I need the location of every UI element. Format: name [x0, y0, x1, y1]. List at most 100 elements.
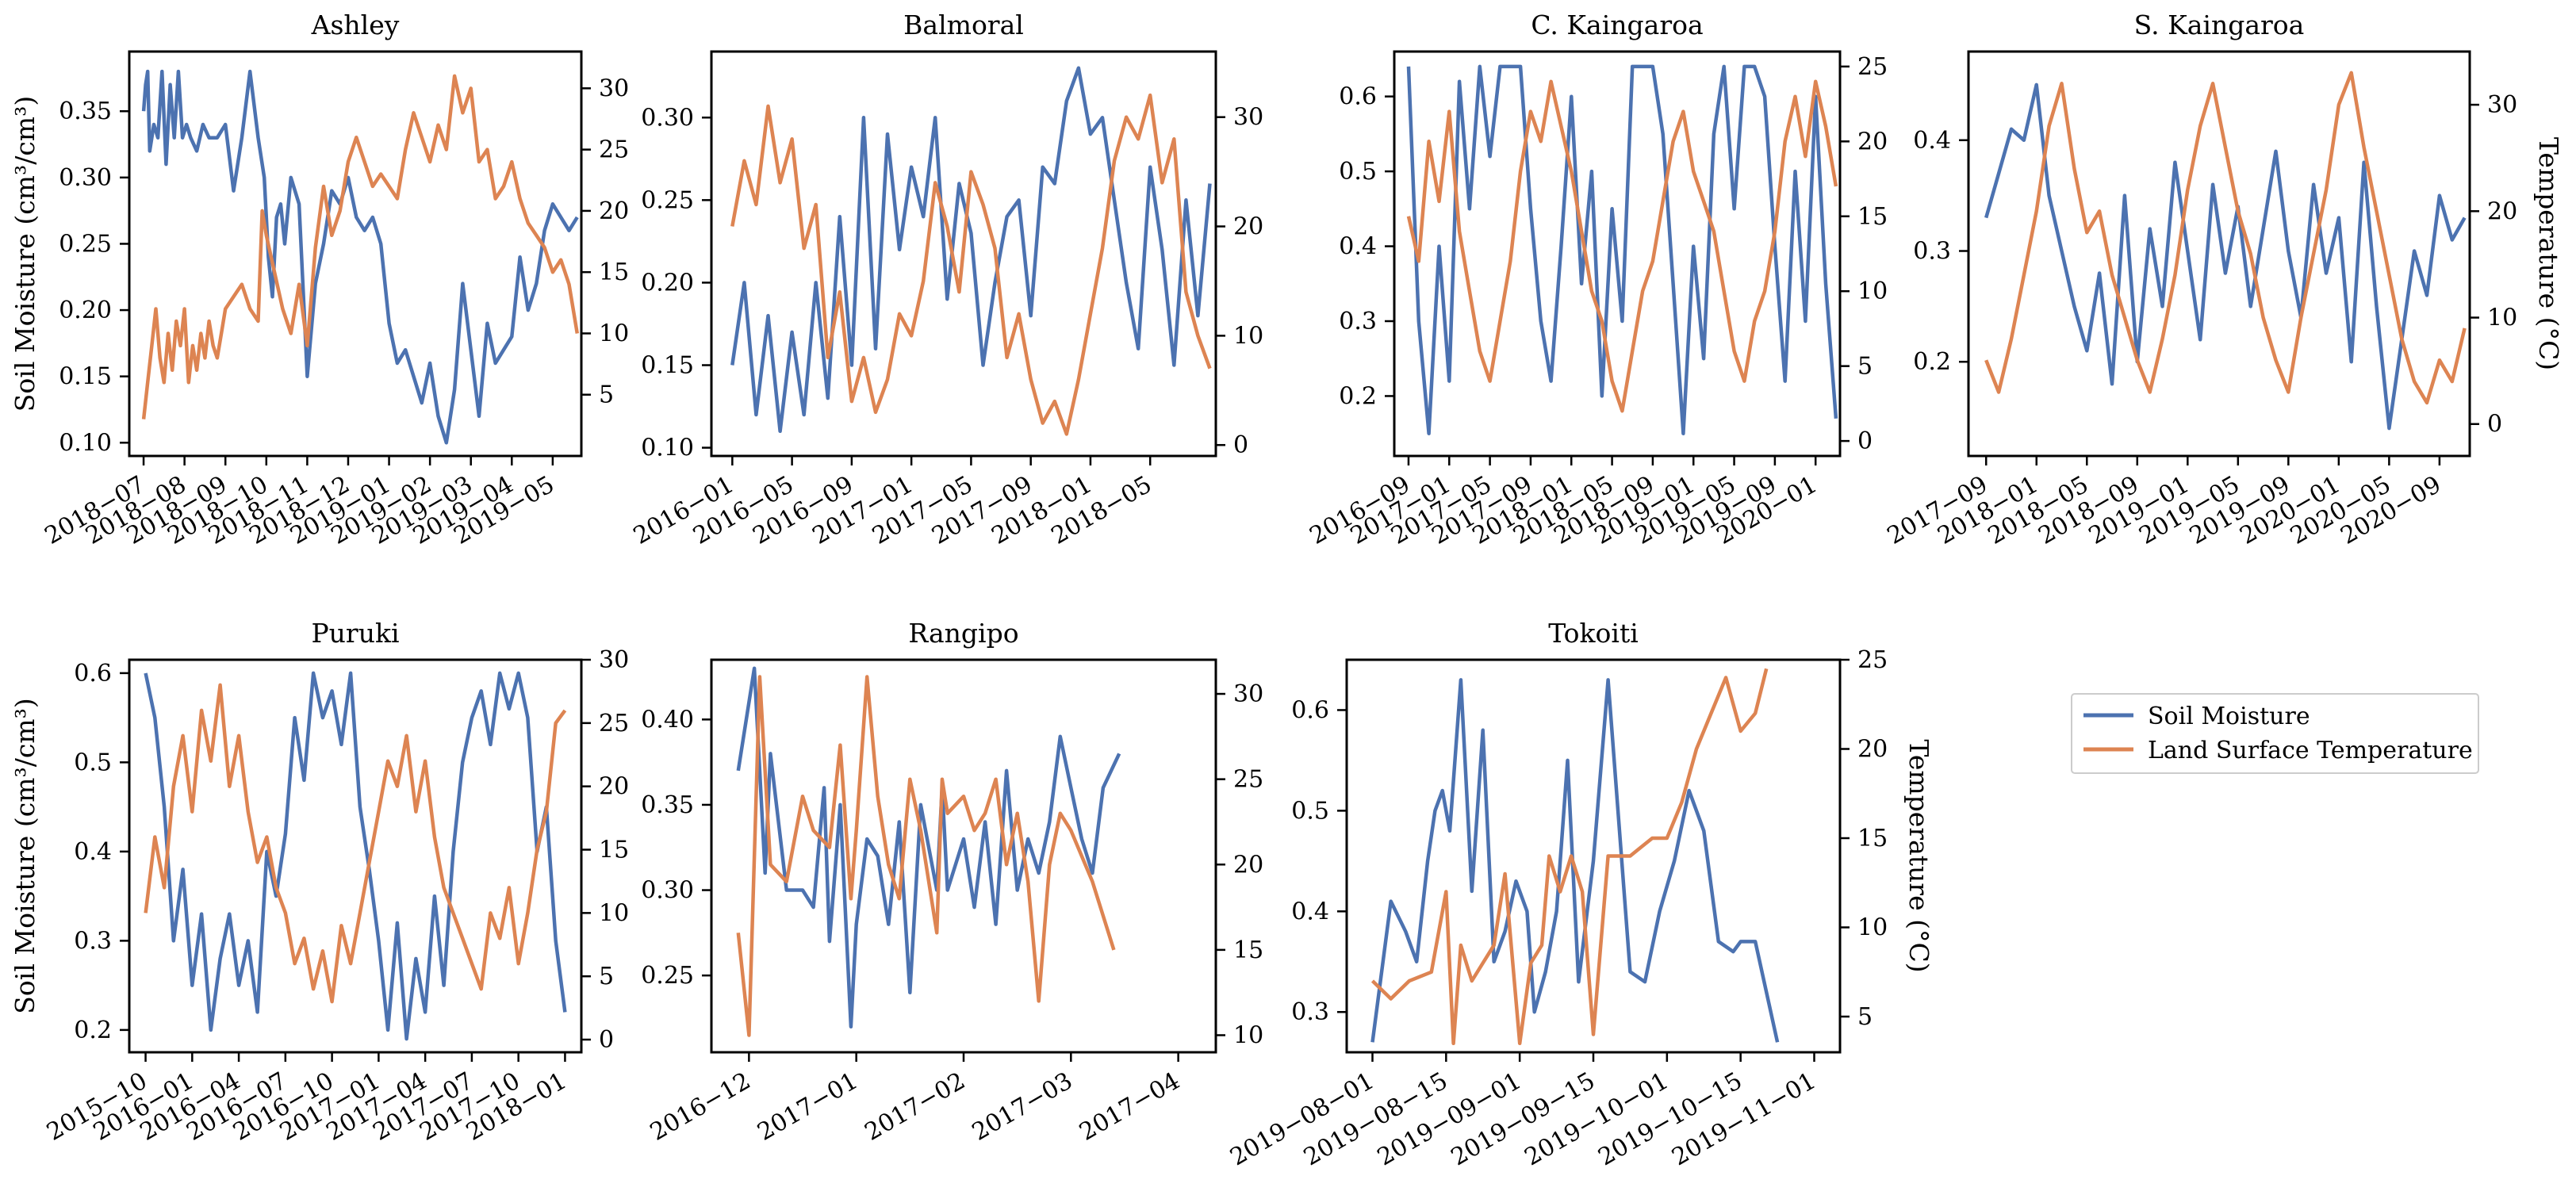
y-left-tick-label: 0.3	[1291, 998, 1329, 1026]
y-right-tick-label: 20	[1857, 128, 1888, 155]
y-right-tick-label: 10	[599, 899, 629, 927]
soil-moisture-line-2	[1406, 64, 1838, 435]
temperature-line-1	[730, 93, 1212, 436]
y-right-tick-label: 30	[599, 75, 629, 102]
y-left-tick-label: 0.4	[1913, 127, 1951, 155]
y-right-tick-label: 25	[1857, 53, 1888, 81]
y-left-tick-label: 0.4	[74, 838, 112, 866]
y-left-tick-label: 0.25	[641, 186, 694, 214]
y-left-tick-label: 0.10	[59, 429, 112, 457]
x-tick-label: 2016−12	[646, 1067, 755, 1147]
y-right-tick-label: 30	[2487, 91, 2517, 119]
temperature-line-2	[1406, 79, 1838, 413]
legend-temp-label: Land Surface Temperature	[2148, 737, 2473, 764]
temperature-line-5	[736, 675, 1116, 1037]
y-left-tick-label: 0.30	[641, 104, 694, 132]
chart-4: Puruki0.20.30.40.50.60510152025302015−10…	[10, 618, 629, 1147]
y-right-tick-label: 0	[1857, 427, 1873, 455]
y-right-axis-label: Temperature (°C)	[1903, 739, 1934, 972]
plot-frame	[1967, 50, 2471, 458]
y-right-tick-label: 30	[1233, 104, 1263, 132]
chart-title: C. Kaingaroa	[1531, 10, 1703, 40]
y-left-tick-label: 0.30	[641, 877, 694, 905]
plot-frame	[710, 658, 1217, 1054]
soil-moisture-line-5	[736, 666, 1121, 1028]
y-left-tick-label: 0.20	[641, 269, 694, 297]
soil-moisture-line-1	[730, 66, 1212, 434]
y-right-tick-label: 15	[1857, 203, 1888, 231]
soil-moisture-line-6	[1370, 678, 1780, 1043]
y-right-tick-label: 5	[599, 963, 614, 990]
y-left-tick-label: 0.35	[641, 791, 694, 819]
y-right-tick-label: 15	[599, 259, 629, 286]
temperature-line-3	[1984, 71, 2467, 405]
y-right-tick-label: 15	[1857, 825, 1888, 852]
x-tick-label: 2017−02	[861, 1067, 970, 1147]
chart-title: Balmoral	[903, 10, 1024, 40]
y-right-tick-label: 20	[599, 773, 629, 801]
y-right-tick-label: 20	[1233, 213, 1263, 241]
soil-moisture-line-3	[1984, 82, 2467, 431]
chart-3: S. Kaingaroa0.20.30.401020302017−092018−…	[1883, 10, 2564, 550]
temperature-line-4	[144, 683, 567, 1004]
y-right-tick-label: 10	[599, 320, 629, 347]
plot-frame	[128, 658, 583, 1054]
y-left-tick-label: 0.2	[1339, 382, 1377, 410]
y-left-tick-label: 0.4	[1339, 233, 1377, 261]
y-left-tick-label: 0.4	[1291, 898, 1329, 925]
chart-2: C. Kaingaroa0.20.30.40.50.60510152025201…	[1305, 10, 1888, 550]
chart-5: Rangipo 0.25 0.30 0.35 0.40 10 15 20 25 30 2016−12…	[641, 618, 1263, 1147]
chart-panels: Ashley0.100.150.200.250.300.355101520253…	[10, 10, 2564, 1171]
y-left-tick-label: 0.6	[1291, 696, 1329, 724]
y-left-axis-label: Soil Moisture (cm³/cm³)	[10, 96, 40, 412]
legend-soil-label: Soil Moisture	[2148, 703, 2310, 730]
x-tick-label: 2017−01	[753, 1067, 862, 1147]
y-right-tick-label: 25	[599, 136, 629, 164]
y-right-tick-label: 5	[599, 381, 614, 409]
y-left-tick-label: 0.20	[59, 297, 112, 324]
y-right-tick-label: 20	[2487, 197, 2517, 225]
y-right-tick-label: 0	[599, 1026, 614, 1054]
chart-title: Rangipo	[908, 618, 1018, 649]
y-left-tick-label: 0.6	[1339, 83, 1377, 111]
y-right-tick-label: 25	[1857, 646, 1888, 674]
y-right-tick-label: 10	[1233, 1021, 1263, 1049]
y-left-tick-label: 0.15	[641, 352, 694, 380]
y-left-tick-label: 0.2	[74, 1017, 112, 1044]
y-right-tick-label: 5	[1857, 353, 1873, 381]
chart-title: Puruki	[311, 618, 399, 649]
y-left-tick-label: 0.25	[641, 962, 694, 990]
y-right-tick-label: 10	[1857, 914, 1888, 942]
plot-frame	[128, 50, 583, 458]
y-right-tick-label: 30	[599, 646, 629, 674]
y-right-tick-label: 25	[1233, 766, 1263, 794]
y-left-tick-label: 0.5	[74, 749, 112, 776]
y-right-tick-label: 20	[1233, 851, 1263, 879]
y-right-tick-label: 20	[599, 197, 629, 225]
y-right-tick-label: 15	[1233, 936, 1263, 964]
y-left-tick-label: 0.35	[59, 98, 112, 125]
y-right-axis-label: Temperature (°C)	[2533, 137, 2564, 370]
chart-6: Tokoiti0.30.40.50.65101520252019−08−0120…	[1225, 618, 1934, 1171]
temperature-line-6	[1370, 668, 1769, 1046]
y-left-tick-label: 0.30	[59, 164, 112, 192]
y-right-tick-label: 15	[599, 837, 629, 864]
y-left-tick-label: 0.2	[1913, 348, 1951, 376]
y-right-tick-label: 0	[2487, 411, 2502, 439]
legend-frame	[2071, 693, 2479, 774]
x-tick-label: 2017−04	[1075, 1067, 1184, 1147]
y-right-tick-label: 10	[2487, 304, 2517, 332]
chart-title: Ashley	[311, 10, 400, 40]
chart-title: Tokoiti	[1548, 618, 1639, 649]
y-left-tick-label: 0.5	[1339, 158, 1377, 186]
y-left-tick-label: 0.15	[59, 363, 112, 391]
y-left-tick-label: 0.40	[641, 706, 694, 733]
chart-title: S. Kaingaroa	[2134, 10, 2305, 40]
y-right-tick-label: 10	[1857, 278, 1888, 305]
y-right-tick-label: 10	[1233, 322, 1263, 350]
y-right-tick-label: 20	[1857, 736, 1888, 764]
chart-0: Ashley 0.10 0.15 0.20 0.25 0.30 0.35 5 10 15 20 25 3…	[10, 10, 629, 550]
soil-moisture-line-4	[144, 671, 567, 1041]
y-right-tick-label: 5	[1857, 1003, 1873, 1031]
